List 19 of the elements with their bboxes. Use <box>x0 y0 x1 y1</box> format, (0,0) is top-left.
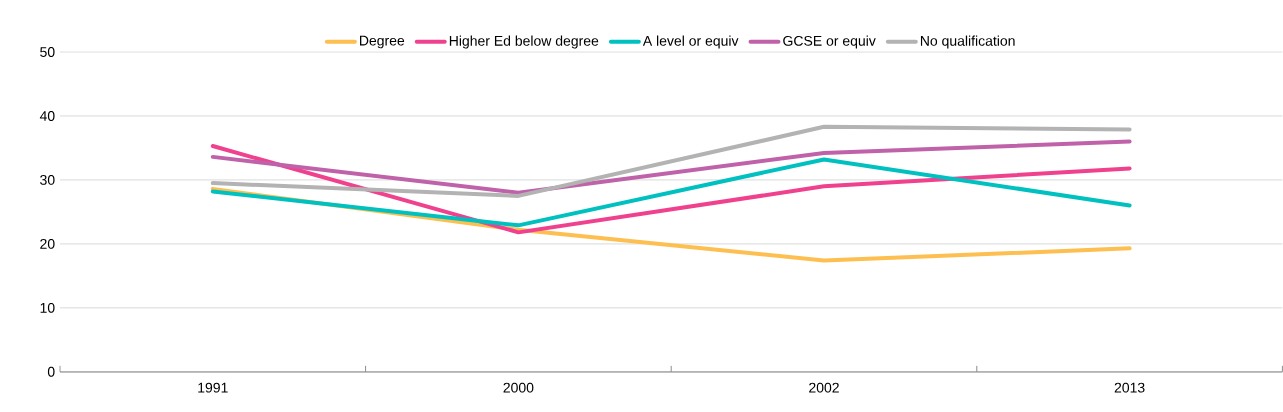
x-tick-label: 2013 <box>1114 382 1145 393</box>
x-tick-label: 2000 <box>503 382 534 393</box>
legend-label: GCSE or equiv <box>783 35 876 49</box>
x-tick-label: 2002 <box>809 382 839 393</box>
legend-label: A level or equiv <box>642 35 739 49</box>
y-tick-label: 30 <box>40 175 55 185</box>
x-tick-label: 1991 <box>198 382 228 393</box>
line-series <box>210 157 1132 228</box>
line-series <box>210 144 1132 235</box>
y-tick-label: 50 <box>40 47 55 58</box>
line-series <box>210 124 1132 198</box>
legend-label: Higher Ed below degree <box>449 35 599 49</box>
y-tick-label: 0 <box>47 366 55 377</box>
legend-label: No qualification <box>920 35 1015 49</box>
y-tick-label: 40 <box>39 111 55 121</box>
y-tick-label: 10 <box>40 302 55 313</box>
line-series <box>210 139 1132 195</box>
legend-label: Degree <box>360 35 405 49</box>
y-tick-label: 20 <box>40 239 55 249</box>
